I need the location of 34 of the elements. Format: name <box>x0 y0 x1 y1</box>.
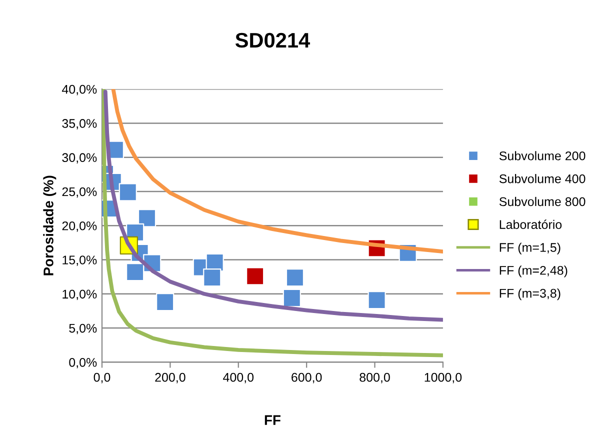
y-tick-label: 40,0% <box>62 84 97 96</box>
x-tick-label: 1000,0 <box>424 372 462 384</box>
y-tick-label: 20,0% <box>62 221 97 232</box>
y-tick-label: 0,0% <box>69 358 97 368</box>
y-tick-label: 35,0% <box>62 119 97 130</box>
y-axis-title: Porosidade (%) <box>43 176 56 276</box>
legend-label: FF (m=2,48) <box>500 266 568 278</box>
y-tick-label: 10,0% <box>62 290 97 300</box>
x-tick-label: 800,0 <box>360 372 390 384</box>
x-axis-title: FF <box>264 415 280 425</box>
point <box>156 293 174 312</box>
legend-label: FF (m=1,5) <box>500 242 560 254</box>
y-tick-label: 30,0% <box>62 153 97 164</box>
legend-label: FF (m=3,8) <box>500 288 560 300</box>
point <box>286 268 304 287</box>
legend-label: Laboratório <box>500 220 562 229</box>
point <box>203 268 222 287</box>
point <box>138 209 156 228</box>
point <box>118 183 137 202</box>
legend-label: Subvolume 800 <box>499 196 586 206</box>
point <box>246 267 264 286</box>
x-tick-label: 200,0 <box>155 372 186 384</box>
point <box>368 290 386 310</box>
x-tick-label: 400,0 <box>223 372 254 384</box>
legend-label: Subvolume 200 <box>499 151 586 160</box>
chart-title: SD0214 <box>235 32 310 48</box>
point <box>126 263 144 282</box>
x-tick-label: 0,0 <box>94 372 110 384</box>
y-tick-label: 15,0% <box>62 256 97 266</box>
x-tick-label: 600,0 <box>292 372 322 384</box>
point <box>282 288 301 308</box>
legend-label: Subvolume 400 <box>499 174 586 184</box>
y-tick-label: 25,0% <box>62 187 97 198</box>
y-tick-label: 5,0% <box>69 324 97 334</box>
